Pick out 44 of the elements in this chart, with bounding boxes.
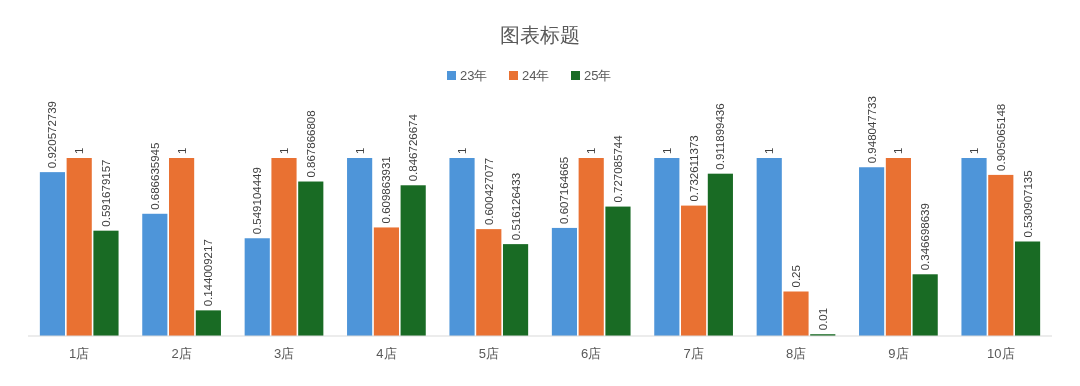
x-tick-label: 5店 bbox=[478, 346, 499, 361]
data-label: 0.905065148 bbox=[994, 103, 1007, 171]
data-label: 0.607164665 bbox=[558, 156, 571, 224]
data-label: 1 bbox=[968, 147, 981, 154]
data-label: 0.867866808 bbox=[304, 110, 317, 178]
chart-title: 图表标题 bbox=[500, 24, 580, 46]
data-label: 0.732611373 bbox=[687, 135, 700, 202]
legend-label: 25年 bbox=[584, 68, 612, 83]
x-tick-label: 6店 bbox=[581, 346, 602, 361]
data-label: 0.530907135 bbox=[1021, 170, 1034, 238]
x-tick-label: 7店 bbox=[683, 346, 704, 361]
data-label: 1 bbox=[892, 147, 905, 154]
data-label: 0.911899436 bbox=[714, 103, 727, 170]
x-tick-label: 10店 bbox=[987, 346, 1015, 361]
data-label: 0.727085744 bbox=[611, 134, 624, 203]
x-tick-label: 4店 bbox=[376, 346, 397, 361]
data-label: 1 bbox=[353, 147, 366, 154]
data-label: 0.846726674 bbox=[407, 113, 420, 182]
data-label: 0.591679157 bbox=[99, 159, 112, 227]
data-label: 0.01 bbox=[816, 307, 829, 331]
x-tick-label: 3店 bbox=[273, 346, 295, 361]
data-label: 0.920572739 bbox=[46, 100, 59, 169]
legend-label: 24年 bbox=[522, 68, 550, 83]
x-tick-label: 2店 bbox=[171, 346, 192, 361]
data-label: 1 bbox=[456, 147, 469, 154]
data-label: 1 bbox=[585, 147, 598, 154]
data-label: 1 bbox=[73, 147, 86, 154]
data-label: 0.609863931 bbox=[380, 156, 393, 224]
data-label: 1 bbox=[660, 147, 673, 154]
x-tick-label: 1店 bbox=[69, 346, 90, 361]
data-label: 0.25 bbox=[790, 265, 802, 288]
data-label: 0.686635945 bbox=[148, 142, 161, 210]
data-label: 1 bbox=[278, 147, 290, 154]
data-label: 1 bbox=[175, 147, 188, 154]
data-label: 0.144009217 bbox=[202, 239, 215, 307]
x-tick-label: 8店 bbox=[785, 346, 807, 361]
x-tick-label: 9店 bbox=[888, 346, 909, 361]
data-label: 0.600427077 bbox=[482, 157, 495, 226]
data-label: 0.948047733 bbox=[865, 96, 878, 164]
data-label: 1 bbox=[763, 147, 776, 154]
data-label: 0.516126433 bbox=[509, 172, 522, 241]
legend-label: 23年 bbox=[460, 68, 488, 83]
data-label: 0.346698639 bbox=[919, 203, 932, 271]
data-label: 0.549104449 bbox=[251, 167, 264, 235]
